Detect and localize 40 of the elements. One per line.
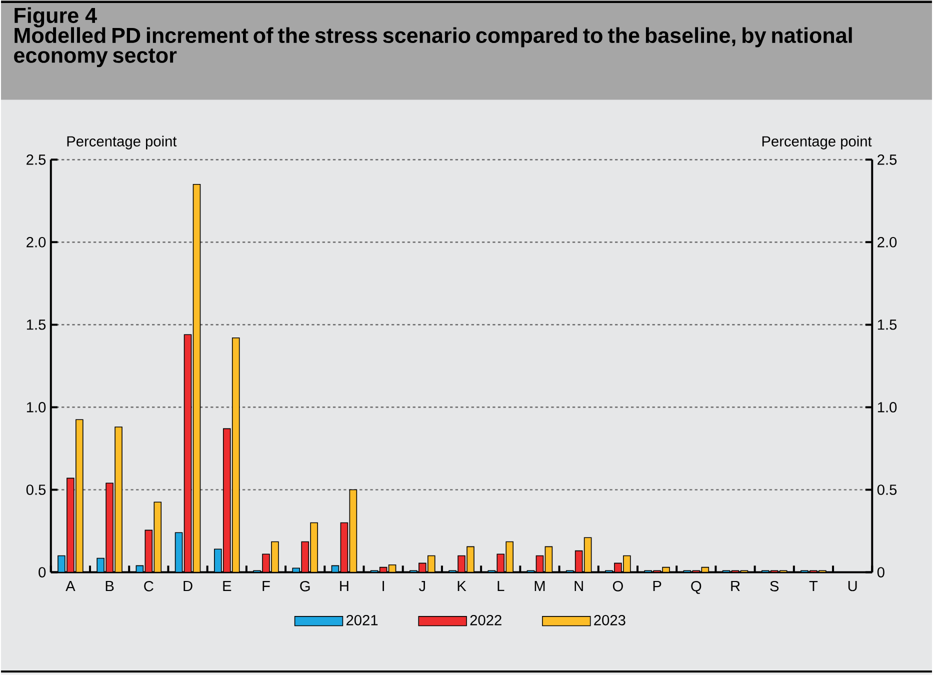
- y-tick-label: 2.5: [26, 154, 46, 166]
- x-tick-label: A: [66, 581, 76, 592]
- x-tick-label: O: [612, 581, 623, 592]
- x-tick-label: I: [382, 581, 384, 592]
- x-tick-label: S: [770, 581, 779, 592]
- y2-axis-title: Percentage point: [762, 136, 872, 150]
- x-tick-label: Q: [691, 581, 702, 594]
- x-tick-label: H: [340, 581, 348, 592]
- x-tick-label: G: [300, 581, 310, 592]
- x-tick-label: T: [809, 581, 818, 592]
- legend-label: 2022: [470, 615, 502, 626]
- x-tick-label: M: [534, 581, 545, 592]
- chart-title: Figure 4: [14, 7, 97, 28]
- chart-subtitle: Modelled PD increment of the stress scenario compared to the baseline, by national economy sector: [14, 27, 852, 68]
- y-tick-label: 1.0: [26, 402, 46, 413]
- x-tick-label: D: [184, 581, 192, 592]
- x-tick-label: E: [223, 581, 232, 592]
- x-tick-label: J: [418, 581, 425, 592]
- legend-label: 2021: [346, 615, 378, 626]
- y2-tick-label: 0: [877, 567, 884, 578]
- y2-tick-label: 2.0: [878, 237, 897, 248]
- y-tick-label: 1.5: [26, 320, 46, 330]
- y-tick-label: 2.0: [26, 237, 46, 248]
- y2-tick-label: 1.5: [878, 320, 897, 330]
- legend-label: 2023: [594, 615, 626, 626]
- x-tick-label: K: [458, 581, 466, 592]
- x-tick-label: N: [574, 581, 583, 592]
- y2-tick-label: 0.5: [877, 484, 897, 496]
- y2-tick-label: 2.5: [878, 154, 897, 166]
- y-tick-label: 0.5: [26, 484, 46, 496]
- y2-tick-label: 1.0: [878, 402, 897, 413]
- x-tick-label: L: [498, 581, 504, 592]
- x-tick-label: R: [731, 581, 740, 592]
- x-tick-label: F: [262, 581, 270, 592]
- x-tick-label: P: [653, 581, 662, 592]
- y-axis-title: Percentage point: [67, 136, 177, 150]
- x-tick-label: U: [848, 581, 857, 592]
- x-tick-label: C: [144, 581, 154, 592]
- y-tick-label: 0: [38, 567, 46, 578]
- x-tick-label: B: [106, 581, 114, 592]
